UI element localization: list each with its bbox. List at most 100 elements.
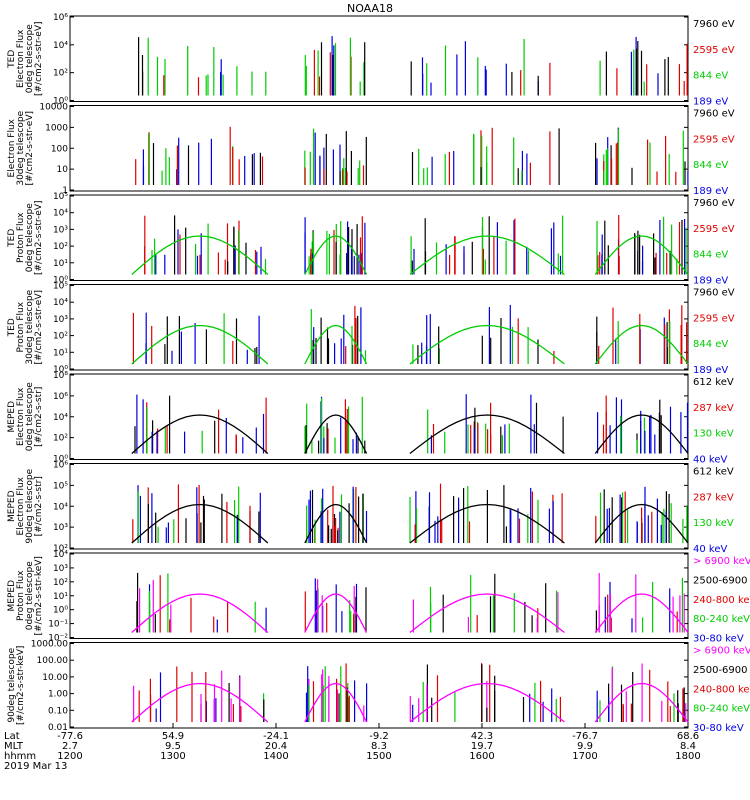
legend-entry: 287 keV <box>693 492 734 503</box>
y-tick-label: 10² <box>53 434 68 444</box>
legend-entry: 7960 eV <box>693 198 735 209</box>
y-tick-label: 10¹ <box>53 348 68 358</box>
x-tick-label: 1800 <box>675 751 700 762</box>
y-tick-label: 10⁶ <box>53 392 68 402</box>
panel-frame <box>69 284 689 371</box>
legend-entry: 2595 eV <box>693 45 735 56</box>
y-axis-label: [#/cm2-s-str-keV] <box>34 556 44 635</box>
legend-entry: 844 eV <box>693 339 728 350</box>
x-tick-label: -9.2 <box>369 731 389 742</box>
flux-envelope <box>304 682 368 723</box>
x-tick-label: 1400 <box>263 751 288 762</box>
y-tick-label: 10⁰ <box>53 455 68 465</box>
legend-entry: 2595 eV <box>693 313 735 324</box>
panel-frame <box>69 194 689 281</box>
flux-envelope <box>409 414 565 455</box>
y-axis-label: [#/cm2-s-str] <box>34 476 44 536</box>
y-tick-label: 1 <box>62 186 68 196</box>
panel-2: 1 10 100 1000 10000 Electron Flux 30deg telesc… <box>7 103 735 198</box>
y-tick-label: 10⁰ <box>53 97 68 107</box>
y-axis-label: 0deg telescope <box>25 24 35 94</box>
y-axis-label: TED <box>7 229 17 248</box>
x-tick-label: 1500 <box>366 751 391 762</box>
x-row-label: hhmm <box>4 751 36 762</box>
x-tick-label: 20.4 <box>265 741 287 752</box>
flux-envelope <box>131 682 269 723</box>
legend-entry: 844 eV <box>693 71 728 82</box>
y-axis-label: TED <box>7 50 17 69</box>
y-axis-label: Electron Flux <box>7 118 17 177</box>
panel-frame <box>69 642 689 729</box>
x-tick-label: 8.4 <box>680 741 696 752</box>
x-tick-label: 19.7 <box>471 741 493 752</box>
y-axis-label: Electron Flux <box>16 387 26 446</box>
y-tick-label: 10⁰ <box>53 606 68 616</box>
legend-entry: 7960 eV <box>693 288 735 299</box>
x-tick-label: 2.7 <box>62 741 78 752</box>
y-axis-label: [#/cm2-s-str-eV] <box>34 290 44 365</box>
legend-entry: 844 eV <box>693 250 728 261</box>
legend-entry: 2500-6900 <box>693 665 748 676</box>
legend-entry: 7960 eV <box>693 109 735 120</box>
y-axis-label: Proton Flux <box>16 301 26 352</box>
y-tick-label: 10² <box>53 332 68 342</box>
flux-envelope <box>594 593 689 633</box>
y-axis-label: [#/cm2-s-str-keV] <box>16 646 26 725</box>
y-tick-label: 10⁴ <box>53 502 68 512</box>
x-tick-label: 8.3 <box>371 741 387 752</box>
flux-envelope <box>594 414 689 454</box>
y-tick-label: 10⁻¹ <box>48 620 68 630</box>
x-tick-label: 42.3 <box>471 731 493 742</box>
legend-entry: 2595 eV <box>693 224 735 235</box>
y-tick-label: 10³ <box>53 564 68 574</box>
y-tick-label: 10⁴ <box>53 413 68 423</box>
flux-envelope <box>409 503 565 544</box>
x-tick-label: 54.9 <box>162 731 184 742</box>
panel-frame <box>69 15 689 102</box>
legend-entry: 189 eV <box>693 186 728 197</box>
y-axis-label: MEPED <box>7 401 17 433</box>
y-tick-label: 10⁴ <box>53 550 68 560</box>
x-tick-label: -77.6 <box>57 731 83 742</box>
y-axis-label: TED <box>7 318 17 337</box>
legend-entry: 189 eV <box>693 276 728 287</box>
panel-6: 10² 10³ 10⁴ 10⁵ 10⁶ MEPED Electron Flux 90deg t… <box>7 461 734 556</box>
panel-frame <box>69 552 689 639</box>
flux-envelope <box>131 503 269 544</box>
flux-envelope <box>131 414 269 454</box>
y-tick-label: 1.00 <box>48 690 68 700</box>
y-tick-label: 10³ <box>53 225 68 235</box>
y-tick-label: 10⁰ <box>53 365 68 375</box>
legend-entry: 240-800 keV <box>693 595 750 606</box>
y-axis-label: [#/cm2-s-str-eV] <box>25 111 35 186</box>
flux-envelope <box>304 414 368 454</box>
y-tick-label: 10⁴ <box>53 209 68 219</box>
y-tick-label: 10.00 <box>42 673 68 683</box>
x-tick-label: 9.5 <box>165 741 181 752</box>
panel-7: 10⁻² 10⁻¹ 10⁰ 10¹ 10² 10³ 10⁴ MEPED Proton Flux 0… <box>7 550 750 645</box>
legend-entry: 40 keV <box>693 455 727 466</box>
x-tick-label: 68.6 <box>677 731 699 742</box>
y-tick-label: 10¹ <box>53 259 68 269</box>
y-tick-label: 10⁰ <box>53 276 68 286</box>
flux-envelope <box>409 235 565 276</box>
panel-8: 0.01 0.10 1.00 10.00 100.00 1000.00 90deg tele… <box>7 640 750 735</box>
y-tick-label: 1000.00 <box>31 640 68 650</box>
y-tick-label: 10³ <box>53 523 68 533</box>
y-axis-label: 30deg telescope <box>16 110 26 185</box>
panel-4: 10⁰ 10¹ 10² 10³ 10⁴ 10⁵ TED Proton Flux 30deg te… <box>7 282 735 377</box>
date-label: 2019 Mar 13 <box>4 761 67 772</box>
y-tick-label: 1000 <box>45 123 68 133</box>
y-tick-label: 10⁶ <box>53 461 68 471</box>
y-axis-label: Proton Flux <box>16 570 26 621</box>
y-tick-label: 10³ <box>53 315 68 325</box>
legend-entry: 130 keV <box>693 518 734 529</box>
y-tick-label: 0.01 <box>48 723 68 733</box>
legend-entry: 40 keV <box>693 544 727 555</box>
y-axis-label: Proton Flux <box>16 212 26 263</box>
time-axis-footer: Lat -77.6 54.9 -24.1 -9.2 42.3 -76.7 68.6 MLT 2.7… <box>4 723 701 772</box>
legend-entry: 612 keV <box>693 377 734 388</box>
x-tick-label: 1700 <box>572 751 597 762</box>
legend-entry: 189 eV <box>693 365 728 376</box>
flux-envelope <box>304 235 368 275</box>
